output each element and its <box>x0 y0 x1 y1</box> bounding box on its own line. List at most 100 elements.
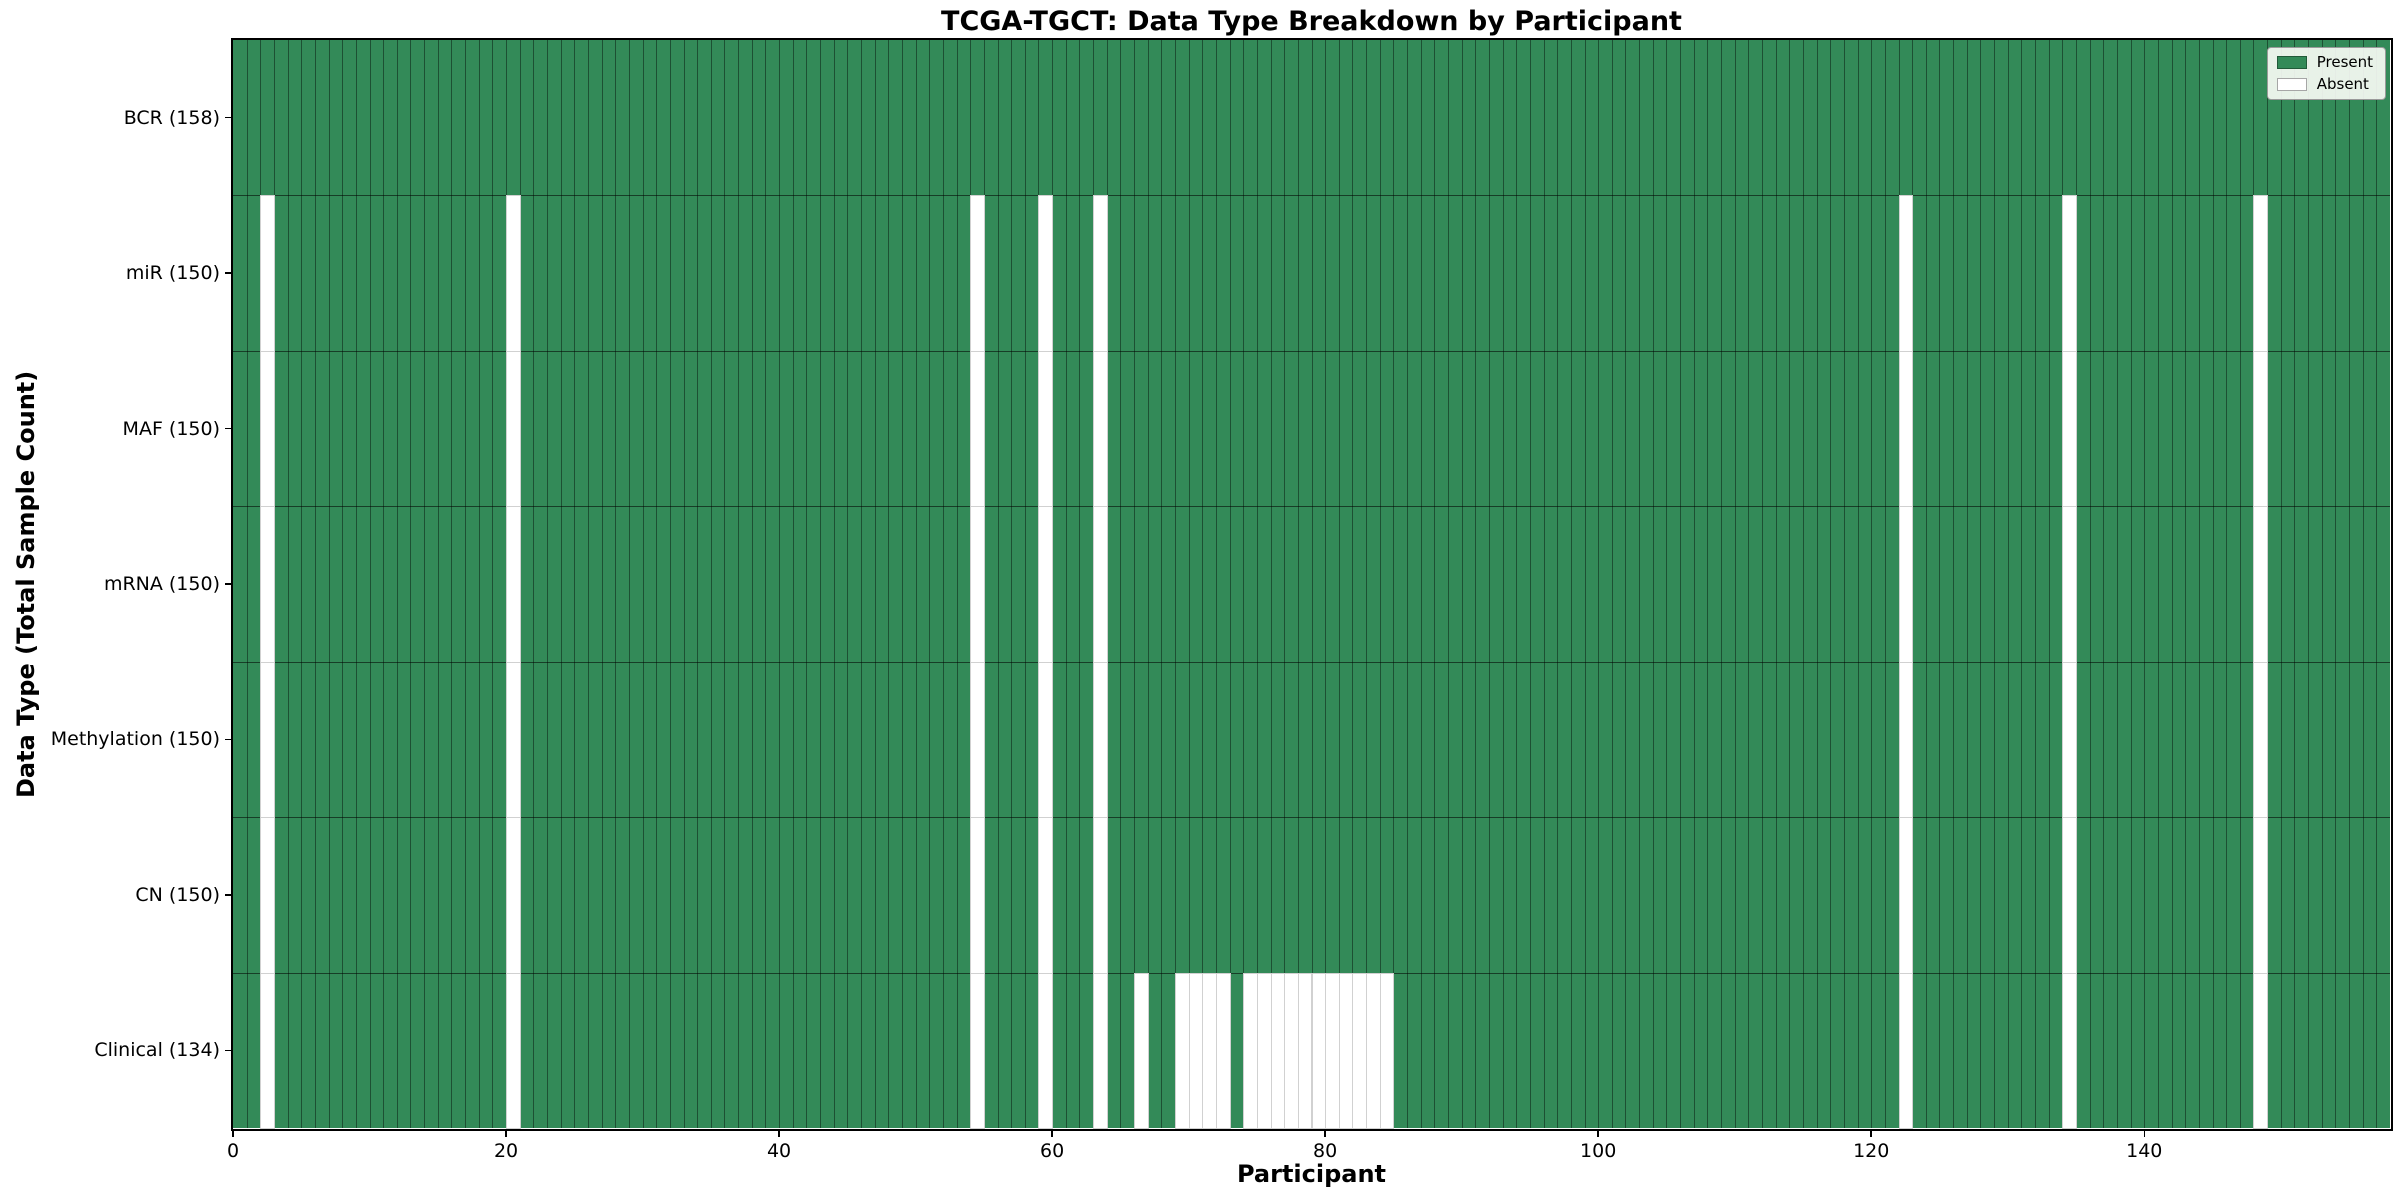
cell-gridline <box>956 40 958 1128</box>
cell-gridline <box>1721 40 1723 1128</box>
cell-gridline <box>355 40 357 1128</box>
cell-gridline <box>1584 40 1586 1128</box>
absent-cell <box>2062 506 2077 663</box>
cell-gridline <box>287 40 289 1128</box>
cell-gridline <box>533 40 535 1128</box>
cell-gridline <box>1830 40 1832 1128</box>
absent-cell <box>260 972 275 1129</box>
y-tick-mark <box>225 738 233 741</box>
absent-cell <box>2062 817 2077 974</box>
cell-gridline <box>1980 40 1982 1128</box>
absent-cell <box>2062 195 2077 352</box>
absent-cell <box>260 661 275 819</box>
cell-gridline <box>2021 40 2023 1128</box>
cell-gridline <box>2294 40 2296 1128</box>
x-axis-label: Participant <box>1236 1160 1387 1188</box>
cell-gridline <box>1475 40 1477 1128</box>
cell-gridline <box>424 40 426 1128</box>
cell-gridline <box>587 40 589 1128</box>
absent-cell <box>970 506 985 663</box>
cell-gridline <box>1693 40 1695 1128</box>
cell-gridline <box>1639 40 1641 1128</box>
cell-gridline <box>1557 40 1559 1128</box>
absent-cell <box>1093 506 1108 663</box>
cell-gridline <box>396 40 398 1128</box>
cell-gridline <box>1516 40 1518 1128</box>
cell-gridline <box>1707 40 1709 1128</box>
row-gridline <box>233 350 2390 352</box>
absent-cell <box>2253 661 2269 819</box>
legend-item-present: Present <box>2276 53 2373 71</box>
cell-gridline <box>901 40 903 1128</box>
chart-title: TCGA-TGCT: Data Type Breakdown by Partic… <box>941 6 1682 37</box>
absent-cell <box>506 972 521 1129</box>
cell-gridline <box>1325 40 1327 1128</box>
cell-gridline <box>1379 40 1381 1128</box>
y-tick-mark <box>225 894 233 896</box>
x-tick-label: 60 <box>1040 1140 1065 1162</box>
y-tick-mark <box>225 427 233 430</box>
absent-cell <box>1898 661 1914 819</box>
cell-gridline <box>2280 40 2282 1128</box>
x-tick-mark <box>778 1129 780 1137</box>
cell-gridline <box>1925 40 1927 1128</box>
cell-gridline <box>601 40 603 1128</box>
cell-gridline <box>751 40 753 1128</box>
absent-cell <box>1038 661 1054 819</box>
x-tick-mark <box>1870 1129 1872 1137</box>
cell-gridline <box>1994 40 1996 1128</box>
cell-gridline <box>1448 40 1450 1128</box>
absent-cell <box>970 972 985 1129</box>
cell-gridline <box>1488 40 1490 1128</box>
absent-cell <box>2062 972 2077 1129</box>
cell-gridline <box>2349 40 2351 1128</box>
absent-cell <box>260 350 275 508</box>
x-tick-label: 20 <box>493 1140 519 1162</box>
cell-gridline <box>2130 40 2132 1128</box>
absent-cell <box>1297 972 1313 1129</box>
cell-gridline <box>738 40 740 1128</box>
cell-gridline <box>1762 40 1763 1128</box>
cell-gridline <box>669 40 671 1128</box>
absent-cell <box>506 195 521 352</box>
y-tick-label: Methylation (150) <box>50 728 220 751</box>
cell-gridline <box>2362 40 2364 1128</box>
cell-gridline <box>1843 40 1845 1128</box>
cell-gridline <box>1748 40 1750 1128</box>
cell-gridline <box>1297 40 1299 1128</box>
cell-gridline <box>1338 40 1340 1128</box>
cell-gridline <box>1611 40 1613 1128</box>
cell-gridline <box>820 40 822 1128</box>
cell-gridline <box>1802 40 1804 1128</box>
absent-cell <box>1898 195 1914 352</box>
cell-gridline <box>2376 40 2378 1128</box>
cell-gridline <box>1570 40 1572 1128</box>
x-tick-mark <box>1597 1129 1599 1137</box>
absent-cell <box>2253 506 2269 663</box>
absent-cell <box>2253 972 2269 1129</box>
absent-cell <box>260 195 275 352</box>
cell-gridline <box>1461 40 1463 1128</box>
absent-cell <box>1174 972 1190 1129</box>
x-tick-mark <box>1324 1129 1326 1137</box>
row-gridline <box>233 661 2390 663</box>
legend-label-present: Present <box>2316 53 2373 71</box>
absent-cell <box>1270 972 1286 1129</box>
cell-gridline <box>1625 40 1627 1128</box>
absent-cell <box>1215 972 1231 1129</box>
cell-gridline <box>915 40 917 1128</box>
x-tick-label: 140 <box>2126 1140 2163 1162</box>
y-tick-mark <box>225 272 233 274</box>
absent-cell <box>1093 661 1108 819</box>
absent-cell <box>1093 195 1108 352</box>
cell-gridline <box>1529 40 1531 1128</box>
cell-gridline <box>710 40 712 1128</box>
row-gridline <box>233 506 2390 508</box>
cell-gridline <box>1284 40 1286 1128</box>
cell-gridline <box>301 40 303 1128</box>
absent-cell <box>1038 506 1054 663</box>
cell-gridline <box>1147 40 1149 1128</box>
y-tick-mark <box>225 1049 233 1052</box>
absent-cell <box>1366 972 1381 1129</box>
absent-cell <box>506 506 521 663</box>
